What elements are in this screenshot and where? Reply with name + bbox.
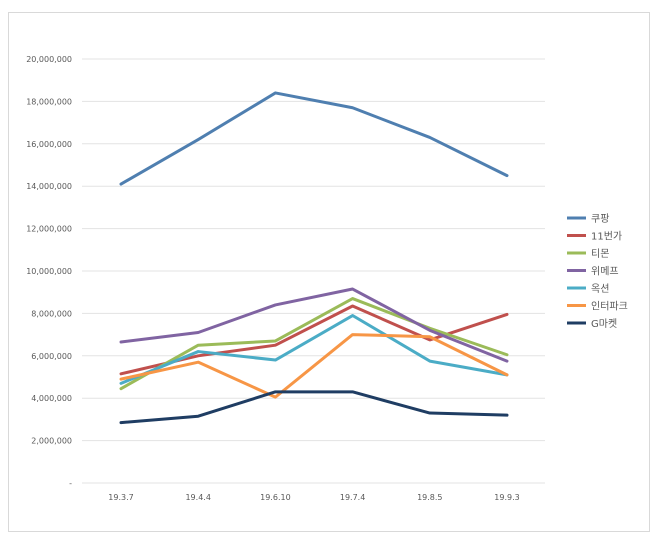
y-tick-label: 8,000,000 — [31, 309, 72, 318]
y-tick-label: 18,000,000 — [26, 97, 72, 106]
legend-label: G마켓 — [591, 318, 617, 330]
y-tick-label: 20,000,000 — [26, 55, 72, 64]
y-tick-label: 10,000,000 — [26, 267, 72, 276]
legend-label: 인터파크 — [591, 301, 628, 313]
series-line-1 — [119, 91, 509, 186]
series-line-5 — [119, 314, 509, 385]
legend-label: 티몬 — [591, 248, 609, 260]
chart-frame — [8, 12, 650, 532]
legend-label: 옥션 — [591, 283, 609, 295]
y-tick-label: 6,000,000 — [31, 352, 72, 361]
x-tick-label: 19.6.10 — [260, 493, 291, 502]
y-tick-label: - — [69, 479, 72, 488]
series-line-4 — [119, 287, 509, 363]
y-tick-label: 12,000,000 — [26, 225, 72, 234]
x-tick-label: 19.4.4 — [185, 493, 210, 502]
legend-label: 위메프 — [591, 265, 619, 278]
y-tick-label: 2,000,000 — [31, 437, 72, 446]
y-tick-label: 16,000,000 — [26, 140, 72, 149]
legend-label: 쿠팡 — [591, 213, 609, 225]
x-tick-label: 19.8.5 — [417, 493, 442, 502]
series-line-6 — [119, 333, 509, 399]
legend-label: 11번가 — [591, 231, 622, 243]
series-line-7 — [119, 390, 509, 425]
series-line-3 — [119, 297, 509, 391]
x-tick-label: 19.3.7 — [108, 493, 133, 502]
y-tick-label: 14,000,000 — [26, 182, 72, 191]
x-tick-label: 19.9.3 — [494, 493, 519, 502]
x-tick-label: 19.7.4 — [340, 493, 365, 502]
y-tick-label: 4,000,000 — [31, 394, 72, 403]
